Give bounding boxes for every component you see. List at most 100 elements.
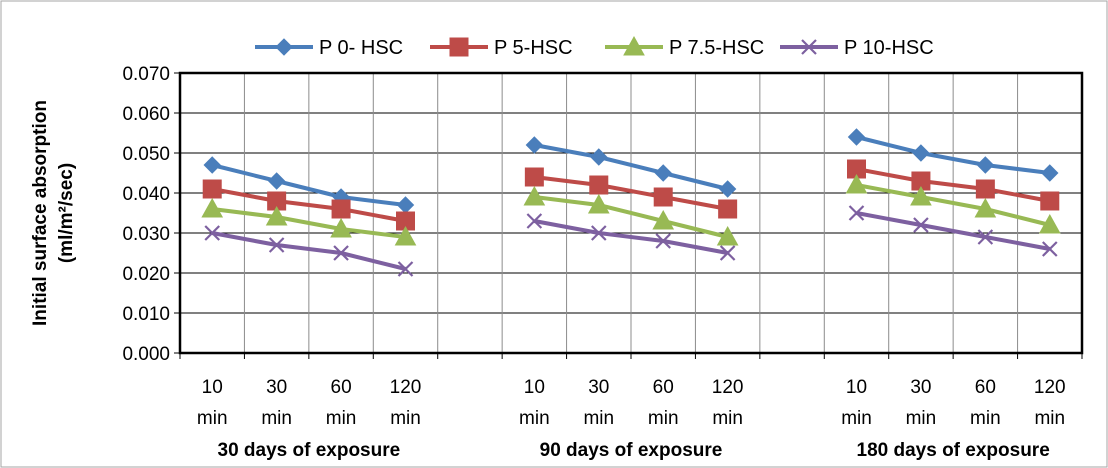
data-point (655, 233, 671, 249)
x-marker-stroke (977, 229, 994, 245)
data-point (330, 217, 352, 238)
series-line (534, 175, 729, 211)
x-tick-label: 120 (390, 377, 422, 398)
x-tick-label: 10 (202, 377, 223, 398)
x-tick-label: min (648, 408, 679, 429)
x-marker-stroke (719, 245, 736, 261)
x-tick-label: min (326, 408, 357, 429)
group-label: 90 days of exposure (540, 440, 723, 461)
data-point (525, 136, 544, 154)
y-tick-label: 0.010 (122, 304, 170, 325)
y-axis-title: Initial surface absorption (30, 100, 51, 326)
data-point (845, 173, 868, 194)
data-point (202, 179, 222, 199)
data-point (975, 179, 995, 199)
data-point (587, 193, 610, 214)
x-tick-label: 120 (712, 377, 744, 398)
x-marker-stroke (591, 225, 607, 241)
data-point (397, 261, 414, 277)
series-line (534, 195, 729, 239)
legend-label: P 0- HSC (319, 37, 403, 59)
x-marker-stroke (655, 233, 671, 249)
data-point (1042, 241, 1058, 257)
x-tick-label: min (390, 408, 421, 429)
data-point (974, 197, 997, 218)
data-point (524, 167, 544, 187)
x-tick-label: min (1034, 408, 1065, 429)
x-tick-label: 10 (846, 377, 867, 398)
data-point (718, 199, 738, 219)
x-tick-label: min (841, 408, 872, 429)
data-point (847, 128, 866, 146)
series-line (856, 135, 1051, 175)
data-point (654, 164, 672, 182)
y-tick-label: 0.000 (122, 344, 170, 365)
y-tick-label: 0.030 (122, 224, 170, 245)
x-tick-label: 30 (588, 377, 609, 398)
x-tick-label: min (583, 408, 614, 429)
data-point (204, 225, 220, 241)
data-point (265, 205, 288, 226)
series-line (856, 183, 1051, 227)
x-marker-stroke (204, 225, 220, 241)
x-marker-stroke (268, 237, 285, 253)
series-line (856, 167, 1051, 203)
data-point (591, 225, 607, 241)
legend-label: P 7.5-HSC (669, 37, 764, 59)
data-point (268, 237, 285, 253)
x-tick-label: min (970, 408, 1001, 429)
x-marker-stroke (333, 245, 349, 261)
series-line (211, 207, 406, 239)
data-point (718, 180, 737, 198)
data-point (333, 245, 349, 261)
data-point (976, 156, 995, 174)
legend-marker (275, 38, 293, 56)
data-point (848, 205, 865, 221)
legend-marker (801, 39, 817, 55)
data-point (652, 209, 675, 230)
x-tick-label: min (261, 408, 292, 429)
legend-label: P 5-HSC (494, 37, 573, 59)
x-tick-label: 30 (266, 377, 287, 398)
x-marker-stroke (801, 39, 817, 55)
x-tick-label: 60 (975, 377, 996, 398)
x-tick-label: min (197, 408, 228, 429)
y-axis-title-unit: (ml/m²/sec) (56, 163, 77, 263)
x-tick-label: min (519, 408, 550, 429)
group-label: 30 days of exposure (218, 440, 401, 461)
data-point (394, 225, 417, 246)
series-line (211, 231, 406, 271)
y-tick-label: 0.040 (122, 184, 170, 205)
data-point (267, 172, 286, 190)
x-tick-label: 60 (331, 377, 352, 398)
data-point (1041, 164, 1059, 182)
y-tick-label: 0.060 (122, 104, 170, 125)
x-tick-label: 10 (524, 377, 545, 398)
x-marker-stroke (526, 213, 543, 229)
data-point (653, 187, 673, 207)
x-tick-label: min (712, 408, 743, 429)
x-tick-label: min (906, 408, 937, 429)
series-line (533, 219, 729, 255)
legend-label: P 10-HSC (844, 37, 934, 59)
series-line (211, 187, 406, 223)
data-point (912, 144, 930, 162)
data-point (719, 245, 736, 261)
data-point (1040, 191, 1060, 211)
group-label: 180 days of exposure (857, 440, 1050, 461)
x-marker-stroke (848, 205, 865, 221)
series-line (856, 211, 1051, 251)
x-marker-stroke (397, 261, 414, 277)
legend-marker (623, 35, 645, 56)
data-point (1038, 213, 1061, 234)
series-line (533, 143, 729, 191)
y-tick-label: 0.020 (122, 264, 170, 285)
data-point (589, 175, 609, 195)
data-point (523, 185, 546, 206)
x-tick-label: 30 (910, 377, 931, 398)
y-tick-label: 0.070 (122, 64, 170, 85)
y-tick-label: 0.050 (122, 144, 170, 165)
